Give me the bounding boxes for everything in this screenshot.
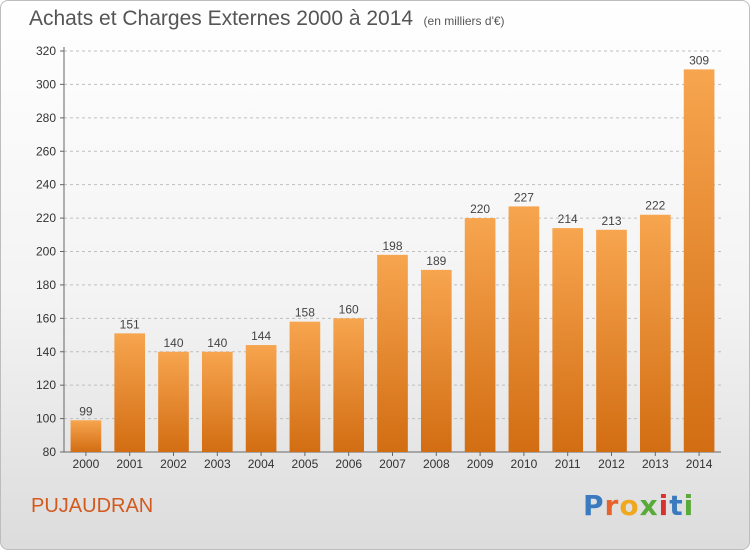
logo-letter: i: [683, 489, 695, 522]
x-tick-label: 2013: [642, 457, 669, 471]
bar-value-label: 222: [645, 199, 665, 213]
bar-2008: [420, 269, 452, 452]
x-tick-label: 2000: [73, 457, 100, 471]
bar-value-label: 198: [382, 239, 402, 253]
bar-value-label: 189: [426, 254, 446, 268]
x-tick-label: 2009: [467, 457, 494, 471]
x-tick-label: 2004: [248, 457, 275, 471]
y-tick-label: 120: [36, 378, 56, 392]
bar-value-label: 158: [295, 306, 315, 320]
bar-2005: [289, 321, 321, 452]
x-tick-label: 2011: [555, 457, 581, 471]
bar-2004: [245, 345, 277, 452]
chart-title: Achats et Charges Externes 2000 à 2014: [29, 7, 414, 30]
y-tick-label: 200: [36, 245, 56, 259]
labels: 80 100 120 140 160 180 200 220 240 260 280 300 320 20…: [36, 44, 713, 471]
bar-2013: [639, 214, 671, 452]
y-tick-label: 100: [36, 412, 56, 426]
bar-value-label: 213: [601, 214, 621, 228]
x-tick-label: 2008: [423, 457, 450, 471]
bar-value-label: 214: [558, 212, 578, 226]
x-tick-label: 2012: [598, 457, 625, 471]
logo-letter: t: [669, 489, 684, 522]
x-tick-label: 2005: [292, 457, 319, 471]
bars: [70, 69, 715, 453]
bar-2003: [201, 351, 233, 452]
bar-value-label: 309: [689, 53, 709, 67]
bar-2002: [158, 351, 189, 452]
y-tick-label: 260: [36, 144, 56, 158]
chart-subtitle: (en milliers d'€): [423, 14, 505, 28]
logo-letter: i: [658, 489, 670, 522]
bar-2011: [552, 228, 584, 452]
place-name: PUJAUDRAN: [31, 495, 154, 517]
bar-2007: [377, 254, 408, 452]
y-tick-label: 320: [36, 44, 56, 58]
bar-value-label: 140: [207, 336, 227, 350]
y-tick-label: 80: [43, 445, 57, 459]
bar-value-label: 160: [339, 302, 359, 316]
logo-letter: x: [639, 489, 659, 522]
bar-value-label: 227: [514, 190, 534, 204]
title-row: Achats et Charges Externes 2000 à 2014 (…: [29, 7, 505, 31]
bar-value-label: 151: [120, 317, 140, 331]
bar-2006: [333, 318, 365, 452]
x-tick-label: 2006: [335, 457, 362, 471]
y-tick-label: 300: [36, 77, 56, 91]
y-tick-label: 160: [36, 311, 56, 325]
x-tick-label: 2001: [116, 457, 143, 471]
bar-2012: [596, 229, 627, 452]
x-tick-label: 2014: [686, 457, 713, 471]
y-tick-label: 240: [36, 178, 56, 192]
bar-value-label: 140: [163, 336, 183, 350]
proxiti-logo: Proxiti: [583, 489, 694, 522]
bar-2000: [70, 420, 102, 452]
x-tick-label: 2007: [379, 457, 406, 471]
y-tick-label: 140: [36, 345, 56, 359]
y-tick-label: 180: [36, 278, 56, 292]
y-tick-label: 280: [36, 111, 56, 125]
bar-value-label: 220: [470, 202, 490, 216]
bar-value-label: 99: [79, 404, 93, 418]
logo-letter: P: [583, 489, 605, 522]
bar-2009: [464, 218, 496, 452]
bar-2010: [508, 206, 540, 452]
bar-2014: [683, 69, 715, 453]
x-tick-label: 2002: [160, 457, 187, 471]
bar-2001: [114, 333, 146, 452]
x-tick-label: 2010: [511, 457, 538, 471]
logo-letter: o: [619, 489, 640, 522]
logo-letter: r: [604, 489, 620, 522]
bar-value-label: 144: [251, 329, 271, 343]
x-tick-label: 2003: [204, 457, 231, 471]
y-tick-label: 220: [36, 211, 56, 225]
